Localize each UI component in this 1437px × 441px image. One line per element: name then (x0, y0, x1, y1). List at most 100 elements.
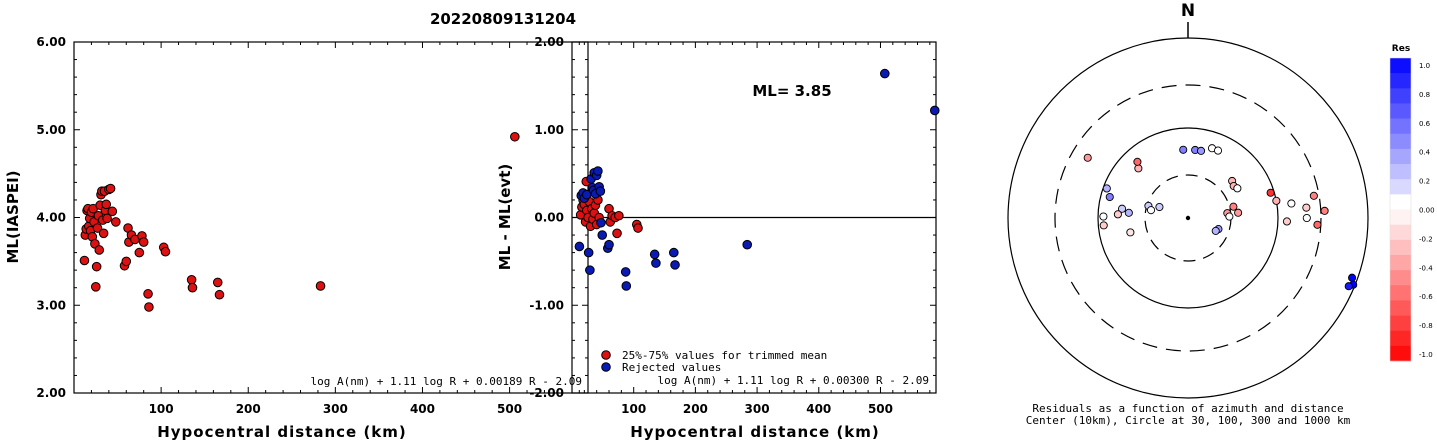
data-point (596, 217, 606, 228)
plot2-x-ticks: 100 200 300 400 500 (583, 42, 931, 416)
data-point (621, 281, 632, 291)
colorbar-label: 0.4 (1419, 149, 1431, 157)
colorbar-cell (1390, 315, 1411, 331)
colorbar-cell (1390, 118, 1411, 135)
station-point (1344, 282, 1353, 291)
data-point (102, 213, 112, 224)
plot1-y-ticks: 2.00 3.00 4.00 5.00 6.00 (36, 35, 588, 400)
data-point (98, 228, 109, 239)
legend-label-trimmed: 25%-75% values for trimmed mean (622, 349, 827, 362)
x-tick-label: 100 (149, 402, 174, 416)
station-point (1211, 226, 1220, 235)
azimuth-residual-map: N Residuals as a function of azimuth and… (1007, 1, 1369, 427)
colorbar-cell (1390, 73, 1411, 89)
map-caption-line2: Center (10km), Circle at 30, 100, 300 an… (1026, 414, 1351, 427)
station-point (1225, 212, 1234, 221)
station-point (1266, 188, 1275, 197)
plot2-y-ticks: -2.00 -1.00 0.00 1.00 2.00 (529, 35, 936, 400)
ml-annotation: ML= 3.85 (752, 82, 831, 100)
data-point (144, 302, 154, 312)
y-tick-label: -1.00 (529, 298, 564, 312)
data-point (94, 245, 105, 255)
data-point (121, 256, 132, 267)
y-tick-label: 5.00 (36, 123, 66, 137)
colorbar-cell (1390, 58, 1411, 74)
station-point (1124, 208, 1133, 217)
station-point (1105, 192, 1114, 202)
station-point (1197, 146, 1206, 155)
data-point (620, 267, 631, 277)
colorbar-cell (1390, 133, 1411, 150)
plot2-formula: log A(nm) + 1.11 log R + 0.00300 R - 2.0… (657, 374, 929, 387)
station-point (1179, 145, 1188, 154)
data-point (583, 247, 594, 258)
colorbar-cell (1390, 270, 1411, 286)
plot1-x-ticks: 100 200 300 400 500 (90, 42, 580, 416)
data-point (105, 183, 116, 194)
circle-100km (1097, 127, 1279, 309)
data-point (214, 289, 225, 300)
data-point (612, 228, 622, 239)
colorbar-label: -0.4 (1419, 264, 1433, 272)
station-point (1282, 217, 1291, 226)
map-caption-line1: Residuals as a function of azimuth and d… (1032, 402, 1343, 415)
y-tick-label: 0.00 (534, 211, 564, 225)
station-point (1102, 184, 1111, 193)
x-tick-label: 200 (683, 402, 708, 416)
y-tick-label: 2.00 (36, 386, 66, 400)
colorbar-cell (1390, 254, 1411, 271)
station-point (1320, 206, 1329, 215)
data-point (649, 249, 660, 260)
legend-label-rejected: Rejected values (622, 361, 721, 374)
station-point (1155, 202, 1164, 212)
residual-vs-distance-plot: -2.00 -1.00 0.00 1.00 2.00 100 200 300 400 500 M… (496, 35, 940, 441)
x-tick-label: 500 (497, 402, 522, 416)
data-point (134, 247, 145, 258)
colorbar-cell (1390, 285, 1411, 301)
x-tick-label: 300 (323, 402, 348, 416)
ml-vs-distance-plot: 2.00 3.00 4.00 5.00 6.00 100 200 300 400 500 ML(… (4, 35, 592, 441)
data-point (574, 241, 585, 252)
station-point (1133, 157, 1142, 166)
plot1-x-axis-label: Hypocentral distance (km) (157, 423, 407, 441)
data-point (160, 246, 171, 257)
data-point (101, 199, 112, 210)
data-point (107, 206, 118, 217)
data-point (143, 289, 153, 299)
colorbar-outline (1389, 57, 1412, 362)
station-point (1302, 203, 1311, 212)
data-point (597, 230, 608, 240)
data-point (670, 260, 680, 270)
colorbar-label: 0.6 (1419, 120, 1431, 128)
y-tick-label: -2.00 (529, 386, 564, 400)
data-point (633, 223, 643, 233)
plot1-formula: log A(nm) + 1.11 log R + 0.00189 R - 2.0… (310, 375, 582, 388)
residual-colorbar: Res 1.0 0.8 0.6 0.4 0.2 0.00 -0.2 -0.4 -0.6 -0.8 -… (1389, 44, 1435, 362)
x-tick-label: 400 (806, 402, 831, 416)
station-point (1099, 212, 1108, 221)
data-point (315, 281, 326, 291)
colorbar-label: 0.00 (1419, 207, 1435, 215)
y-tick-label: 4.00 (36, 211, 66, 225)
colorbar-cell (1390, 103, 1411, 119)
colorbar-label: -1.0 (1419, 351, 1433, 359)
y-tick-label: 3.00 (36, 298, 66, 312)
station-point (1146, 206, 1156, 215)
data-point (92, 223, 103, 233)
data-point (929, 105, 940, 116)
station-point (1309, 191, 1318, 200)
data-point (186, 275, 197, 285)
station-point (1272, 196, 1281, 205)
station-point (1234, 208, 1243, 217)
data-point (742, 239, 753, 250)
data-point (90, 282, 101, 292)
station-point (1126, 228, 1135, 237)
y-tick-label: 6.00 (36, 35, 66, 49)
north-label: N (1181, 1, 1195, 21)
plot1-points (79, 131, 592, 312)
station-point (1117, 204, 1127, 213)
colorbar-label: -0.2 (1419, 235, 1433, 243)
colorbar-cell (1390, 194, 1411, 210)
data-point (111, 217, 121, 227)
